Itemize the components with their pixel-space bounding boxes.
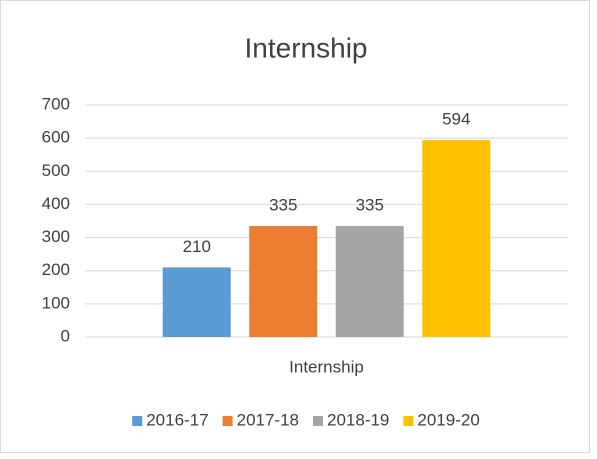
legend-label: 2017-18	[237, 410, 299, 429]
legend-swatch	[222, 416, 233, 426]
y-tick-label: 0	[61, 326, 70, 345]
y-tick-label: 400	[42, 194, 70, 213]
legend-label: 2018-19	[327, 410, 389, 429]
legend-swatch	[403, 416, 414, 426]
y-tick-label: 700	[42, 94, 70, 113]
bar	[162, 267, 231, 337]
chart-title: Internship	[245, 32, 368, 63]
bar	[335, 225, 404, 337]
bar	[249, 225, 318, 337]
x-tick-label: Internship	[289, 357, 364, 376]
legend-label: 2019-20	[417, 410, 479, 429]
y-tick-label: 500	[42, 161, 70, 180]
data-label: 594	[442, 110, 470, 129]
y-tick-label: 300	[42, 227, 70, 246]
bar	[422, 140, 491, 337]
y-tick-label: 600	[42, 128, 70, 147]
legend-label: 2016-17	[146, 410, 208, 429]
data-label: 335	[269, 195, 297, 214]
legend-swatch	[313, 416, 323, 426]
y-tick-label: 200	[42, 260, 70, 279]
data-label: 335	[356, 195, 384, 214]
legend-swatch	[132, 416, 143, 426]
data-label: 210	[183, 237, 211, 256]
y-tick-label: 100	[42, 293, 70, 312]
